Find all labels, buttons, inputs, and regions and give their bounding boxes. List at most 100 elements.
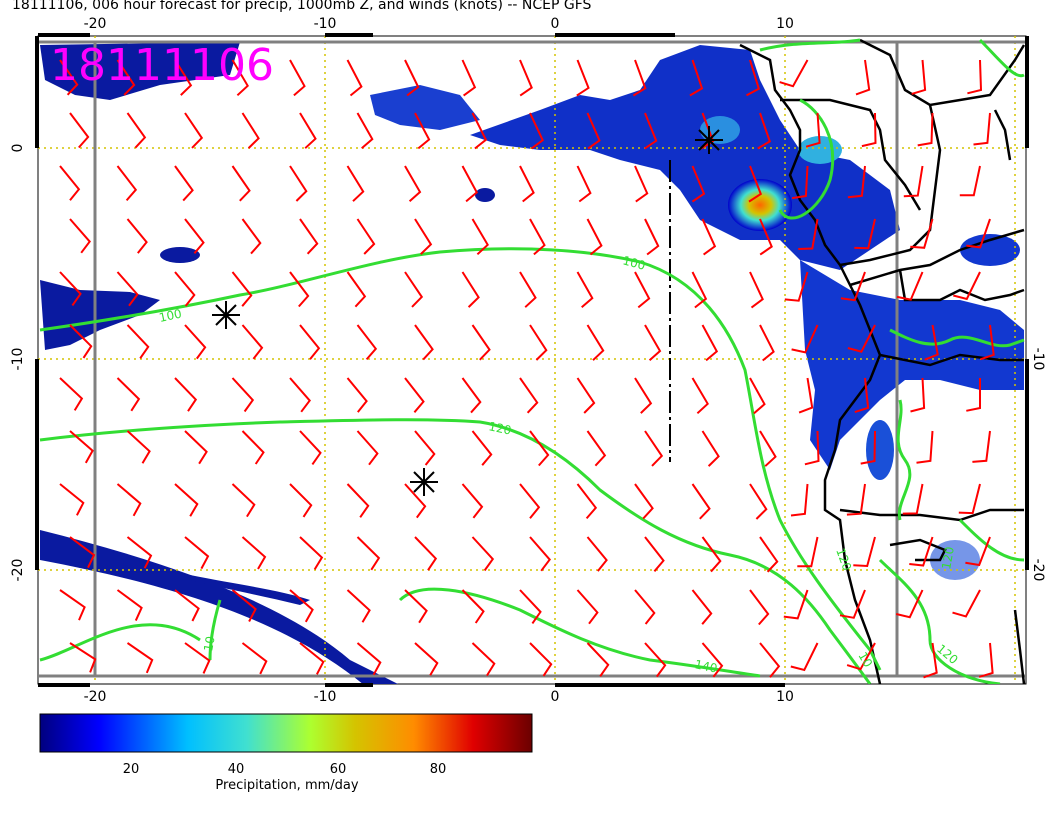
wind-barb [241,430,265,465]
wind-barb [461,377,482,414]
wind-barb [404,483,427,519]
precip-layer [40,42,1024,684]
wind-barb [414,218,433,255]
contour-coast-d [958,518,1025,562]
wind-barb [644,536,665,572]
coastline-main [739,43,882,684]
contour-100 [39,247,882,671]
wind-barb [903,165,924,198]
x-tick-label: -20 [84,689,107,705]
wind-barb [471,430,493,466]
wind-barb [184,536,210,570]
wind-barb [790,483,809,517]
wind-barb [632,59,647,97]
x-tick-label: 0 [551,16,560,32]
wind-barb [972,430,991,463]
wind-barb [461,59,477,97]
wind-barb [241,536,267,570]
contour-label: 120 [487,419,512,437]
wind-barb [356,218,376,255]
precip-area-west [40,280,160,350]
wind-barb [59,483,85,516]
wind-barb [691,483,711,520]
wind-barb [356,536,381,571]
wind-barb [174,377,198,412]
contour-lower [208,599,222,661]
wind-barb [691,165,706,203]
precip-blob-a [160,247,200,263]
wind-barb [576,59,590,97]
colorbar-tick: 80 [430,762,447,777]
wind-barb [853,536,876,568]
wind-barb [59,589,86,621]
wind-barb [916,430,934,464]
wind-barb [846,642,876,671]
wind-barb [634,165,649,203]
wind-barb [414,324,434,361]
wind-barb [126,642,154,674]
wind-barb [69,324,93,359]
wind-barb [586,642,610,677]
x-axis-bottom: -20 -10 0 10 [84,689,794,705]
wind-barb [59,271,82,306]
coastline-layer [739,38,1026,684]
wind-barb [116,271,139,307]
wind-barb [289,165,308,202]
wind-barb [404,271,424,308]
wind-barb [910,377,926,413]
low-markers [212,126,723,496]
wind-barb [116,165,138,202]
border-8 [889,538,947,562]
wind-barb [700,112,715,150]
wind-barb [414,536,438,571]
wind-barb [748,165,763,203]
wind-barb [404,377,425,413]
wind-barb [749,589,770,626]
wind-barb [958,483,981,515]
wind-barb [289,59,306,97]
wind-barb [126,430,151,464]
y-tick-label: -10 [1030,348,1046,371]
wind-barb [973,112,991,146]
wind-barb [839,589,866,619]
wind-barb [356,112,374,150]
wind-barb [953,271,981,301]
wind-barb [126,536,153,569]
border-4 [849,228,1025,287]
page-title: 18111106, 006 hour forecast for precip, … [12,0,592,13]
wind-barb [701,218,717,256]
wind-barb [471,112,488,150]
wind-barb [757,112,772,150]
wind-barb [174,271,196,307]
x-tick-label: -10 [314,689,337,705]
wind-barb [634,483,654,520]
border-2 [859,38,1026,107]
precip-blob-b [475,188,495,202]
wind-barb [529,430,550,467]
border-6 [879,353,1024,367]
wind-barb [174,165,194,202]
wind-barb [241,112,260,149]
border-5 [898,269,1025,302]
precip-band-sw-b [190,575,310,605]
contour-label: 100 [621,253,647,272]
wind-barb [356,430,379,466]
x-tick-label: 0 [551,689,560,705]
colorbar-tick: 20 [123,762,140,777]
coastline-n [993,109,1012,161]
precip-band-sw [40,530,398,684]
wind-barb [461,483,484,519]
wind-barb [965,536,991,567]
contour-coast-a [889,328,1025,348]
wind-barb [784,271,809,302]
wind-barb [634,589,656,625]
wind-barb [847,324,876,353]
precip-blob-e [960,234,1020,266]
wind-barb [241,218,262,255]
low-center-marker [695,126,723,154]
map-content: 100 100 120 120 140 10 10 120 120 181111… [38,36,1026,684]
wind-barb [69,218,91,254]
wind-barb [909,536,934,567]
wind-barb [791,165,809,200]
wind-barb [356,324,378,361]
